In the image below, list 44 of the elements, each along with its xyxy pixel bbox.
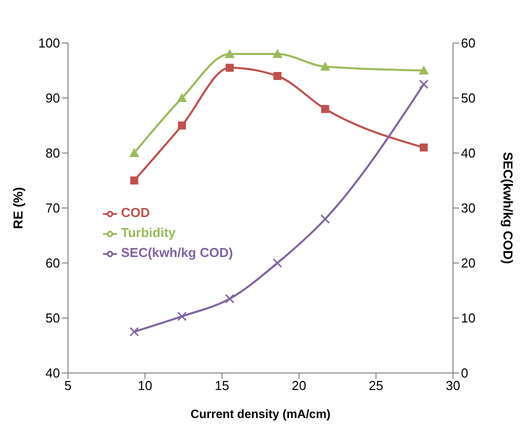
y2-tick-label: 40 <box>461 146 476 161</box>
legend-label: COD <box>121 205 150 220</box>
x-tick-label: 10 <box>138 378 152 394</box>
point <box>272 49 282 58</box>
y2-tick-label: 10 <box>461 310 476 326</box>
y2-tick-label: 50 <box>461 90 476 106</box>
point <box>226 64 234 72</box>
point <box>129 148 140 157</box>
point <box>272 258 282 268</box>
x-tick-label: 20 <box>292 378 306 394</box>
legend-label: SEC(kwh/kg COD) <box>121 245 233 260</box>
point <box>321 105 330 113</box>
y-tick-label: 100 <box>38 36 60 51</box>
point <box>129 327 139 336</box>
point <box>176 93 187 102</box>
y2-tick-label: 60 <box>461 36 476 51</box>
point <box>224 294 234 304</box>
point <box>320 62 330 71</box>
y-tick-label: 60 <box>46 256 60 271</box>
point <box>418 66 429 74</box>
y2-tick-label: 30 <box>461 200 476 216</box>
x-axis-title: Current density (mA/cm) <box>190 407 331 421</box>
point <box>177 312 187 322</box>
point <box>130 176 138 184</box>
point <box>224 49 235 58</box>
point <box>320 214 330 224</box>
y2-tick-label: 0 <box>461 366 468 381</box>
point <box>418 80 428 89</box>
x-tick-label: 15 <box>214 378 230 394</box>
y-axis-title: RE (%) <box>10 187 26 229</box>
x-tick-label: 30 <box>446 378 460 394</box>
y-tick-label: 80 <box>46 146 60 161</box>
x-tick-label: 25 <box>368 378 384 394</box>
x-tick-label: 5 <box>64 378 72 394</box>
y-tick-label: 40 <box>46 366 60 381</box>
legend-label: Turbidity <box>121 225 176 240</box>
y2-tick-label: 20 <box>461 256 476 271</box>
point <box>420 144 428 152</box>
y-tick-label: 70 <box>46 200 60 216</box>
point <box>273 72 282 80</box>
y-tick-label: 50 <box>46 310 60 326</box>
point <box>178 122 186 130</box>
y-tick-label: 90 <box>46 90 60 106</box>
y2-axis-title: SEC(kwh/kg COD) <box>500 152 516 264</box>
